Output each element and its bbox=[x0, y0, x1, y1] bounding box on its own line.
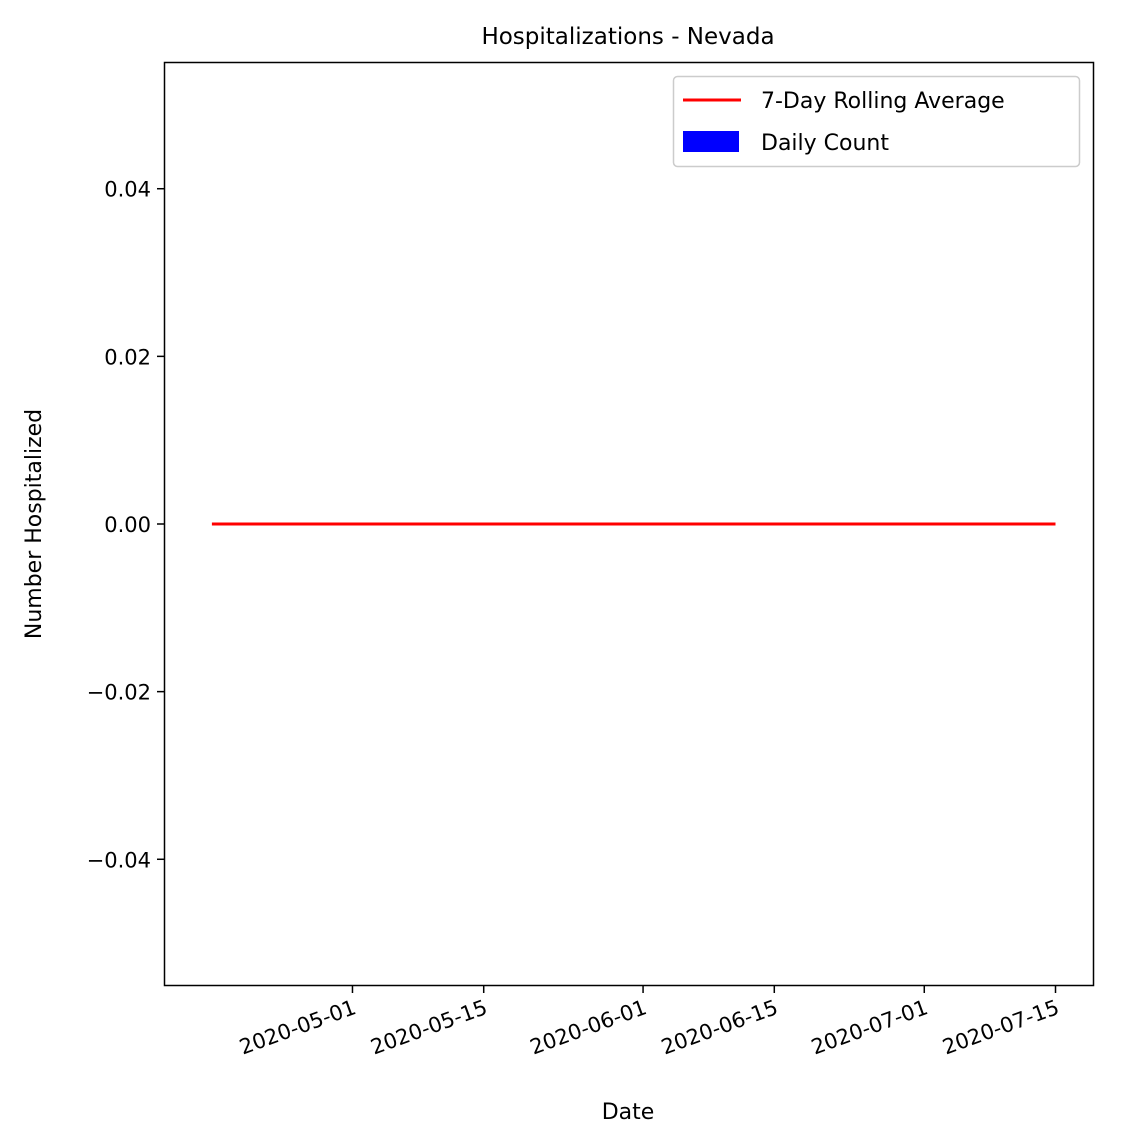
legend: 7-Day Rolling Average Daily Count bbox=[672, 75, 1081, 168]
legend-label-daily-count: Daily Count bbox=[761, 131, 889, 156]
legend-bar-swatch bbox=[683, 131, 739, 152]
y-tick-label: −0.02 bbox=[87, 681, 151, 705]
x-axis-label: Date bbox=[602, 1100, 655, 1125]
y-tick-label: 0.02 bbox=[104, 345, 151, 369]
y-tick-label: 0.04 bbox=[104, 178, 151, 202]
legend-label-rolling-average: 7-Day Rolling Average bbox=[761, 89, 1005, 114]
y-axis: −0.04 −0.02 0.00 0.02 0.04 bbox=[87, 178, 165, 872]
y-tick-label: −0.04 bbox=[87, 848, 151, 872]
y-tick-label: 0.00 bbox=[104, 513, 151, 537]
chart-title: Hospitalizations - Nevada bbox=[481, 24, 774, 50]
y-axis-label: Number Hospitalized bbox=[22, 409, 47, 639]
legend-box bbox=[672, 75, 1081, 168]
